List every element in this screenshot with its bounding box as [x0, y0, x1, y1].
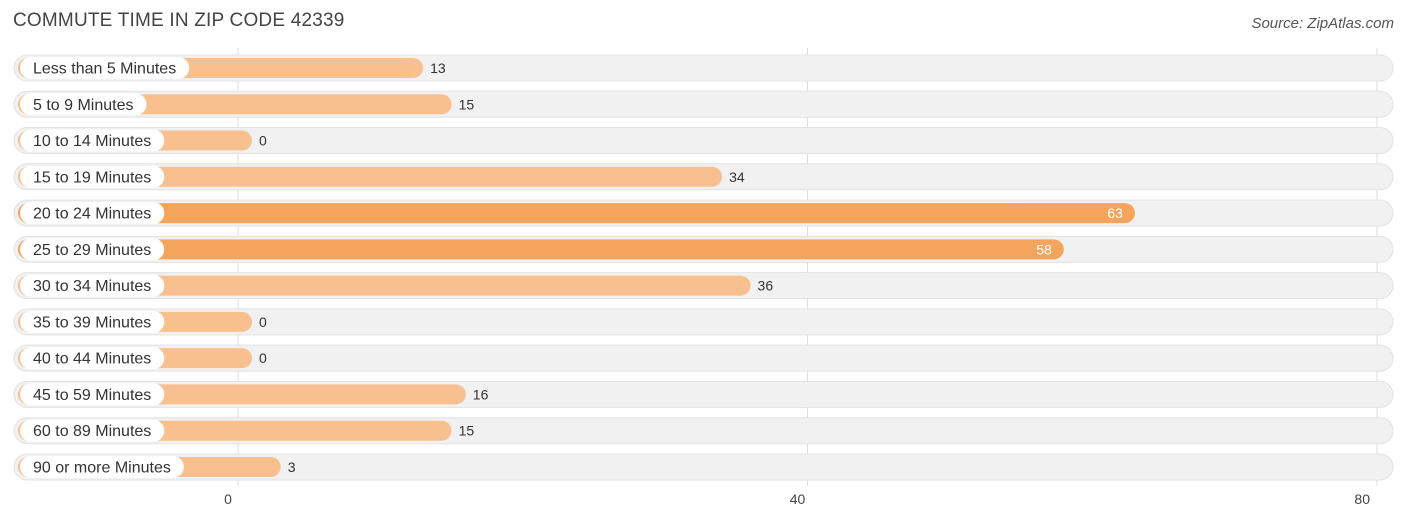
bar-row: 25 to 29 Minutes 58 — [13, 235, 1394, 263]
category-label: 60 to 89 Minutes — [33, 423, 151, 440]
bar-track — [13, 127, 1394, 155]
bar-row: 5 to 9 Minutes 15 — [13, 90, 1394, 118]
bar-track — [13, 453, 1394, 481]
category-label: 10 to 14 Minutes — [33, 133, 151, 150]
value-label: 34 — [729, 169, 745, 185]
value-label: 63 — [1107, 205, 1123, 221]
category-pill — [20, 383, 165, 406]
value-label: 15 — [459, 423, 475, 439]
grid-lines — [237, 48, 1378, 486]
bar — [18, 203, 1135, 224]
category-label: 30 to 34 Minutes — [33, 278, 151, 295]
bar-row: 60 to 89 Minutes 15 — [13, 417, 1394, 445]
category-pill — [20, 238, 165, 261]
category-pill — [20, 93, 147, 116]
category-pill — [20, 57, 190, 79]
category-label: 5 to 9 Minutes — [33, 97, 134, 114]
category-pill — [20, 419, 165, 442]
category-label: 15 to 19 Minutes — [33, 169, 151, 186]
tick-label: 80 — [1354, 491, 1370, 507]
x-axis-ticks: 0 40 80 — [224, 491, 1370, 507]
bar-row: 10 to 14 Minutes 0 — [13, 127, 1394, 155]
bar — [18, 275, 751, 296]
tick-label: 0 — [224, 491, 232, 507]
bar — [18, 239, 1064, 260]
bar-row: 90 or more Minutes 3 — [13, 453, 1394, 481]
chart-title: COMMUTE TIME IN ZIP CODE 42339 — [13, 10, 345, 31]
value-label: 3 — [288, 459, 296, 475]
bar-row: 20 to 24 Minutes 63 — [13, 199, 1394, 227]
category-label: 25 to 29 Minutes — [33, 242, 151, 259]
bar-rows: Less than 5 Minutes 13 5 to 9 Minutes 15 10 … — [13, 54, 1394, 481]
category-pill — [20, 274, 165, 297]
value-label: 0 — [259, 133, 267, 149]
value-label: 36 — [758, 278, 774, 294]
bar-row: 45 to 59 Minutes 16 — [13, 380, 1394, 408]
tick-label: 40 — [790, 491, 806, 507]
category-pill — [20, 129, 165, 152]
value-label: 15 — [459, 96, 475, 112]
bar — [18, 166, 723, 187]
bar-track — [13, 308, 1394, 336]
category-label: 90 or more Minutes — [33, 459, 171, 476]
value-label: 0 — [259, 350, 267, 366]
bar-row: 40 to 44 Minutes 0 — [13, 344, 1394, 372]
bar-row: 30 to 34 Minutes 36 — [13, 272, 1394, 300]
bar-track — [13, 344, 1394, 372]
value-label: 0 — [259, 314, 267, 330]
category-label: Less than 5 Minutes — [33, 61, 176, 78]
category-label: 20 to 24 Minutes — [33, 206, 151, 223]
bar-row: 35 to 39 Minutes 0 — [13, 308, 1394, 336]
bar-row: Less than 5 Minutes 13 — [13, 54, 1394, 82]
value-label: 13 — [430, 60, 446, 76]
category-pill — [20, 347, 165, 370]
category-pill — [20, 202, 165, 225]
category-pill — [20, 310, 165, 333]
category-label: 45 to 59 Minutes — [33, 387, 151, 404]
value-label: 16 — [473, 386, 489, 402]
category-pill — [20, 455, 184, 478]
category-pill — [20, 165, 165, 188]
category-label: 40 to 44 Minutes — [33, 351, 151, 368]
chart-source: Source: ZipAtlas.com — [1251, 15, 1394, 32]
bar-row: 15 to 19 Minutes 34 — [13, 163, 1394, 191]
category-label: 35 to 39 Minutes — [33, 314, 151, 331]
value-label: 58 — [1036, 241, 1052, 257]
